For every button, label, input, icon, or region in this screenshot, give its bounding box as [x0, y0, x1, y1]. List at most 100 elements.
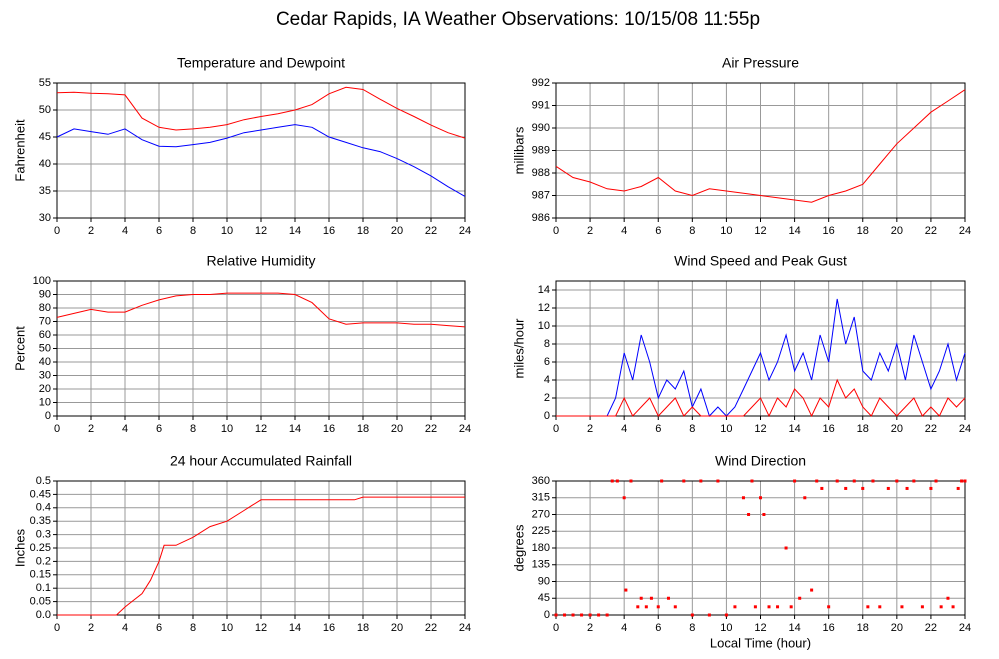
- data-line: [56, 124, 466, 197]
- x-tick-label: 0: [553, 225, 559, 237]
- y-tick-label: 990: [532, 122, 550, 134]
- y-axis-label: miles/hour: [511, 318, 526, 379]
- data-point: [844, 486, 848, 490]
- data-point: [563, 613, 567, 617]
- data-point: [660, 479, 664, 483]
- y-tick-label: 10: [538, 320, 550, 332]
- x-tick-label: 22: [925, 225, 937, 237]
- x-tick-label: 10: [221, 423, 233, 435]
- chart-title: Relative Humidity: [207, 253, 316, 269]
- data-point: [963, 479, 967, 483]
- x-tick-label: 6: [655, 225, 661, 237]
- y-tick-label: 14: [538, 284, 550, 296]
- data-point: [951, 605, 955, 609]
- data-point: [690, 613, 694, 617]
- x-tick-label: 2: [587, 225, 593, 237]
- data-point: [912, 479, 916, 483]
- y-tick-label: 315: [532, 492, 550, 504]
- x-tick-label: 0: [553, 423, 559, 435]
- axis-frame: [56, 280, 466, 417]
- y-tick-label: 0.4: [36, 502, 51, 514]
- data-point: [750, 479, 754, 483]
- data-point: [960, 479, 964, 483]
- y-tick-label: 0: [544, 609, 550, 621]
- x-tick-label: 2: [587, 423, 593, 435]
- y-tick-label: 10: [39, 396, 51, 408]
- y-tick-label: 60: [39, 329, 51, 341]
- y-tick-label: 0.15: [30, 569, 51, 581]
- data-point: [571, 613, 575, 617]
- data-point: [649, 596, 653, 600]
- data-point: [776, 605, 780, 609]
- x-tick-label: 4: [621, 423, 627, 435]
- data-point: [605, 613, 609, 617]
- axis-frame: [555, 82, 966, 219]
- data-point: [798, 596, 802, 600]
- x-tick-label: 4: [122, 622, 128, 634]
- x-tick-label: 10: [221, 225, 233, 237]
- x-tick-label: 20: [391, 225, 403, 237]
- y-tick-label: 180: [532, 542, 550, 554]
- x-tick-label: 6: [156, 622, 162, 634]
- x-tick-label: 22: [925, 423, 937, 435]
- y-tick-label: 991: [532, 99, 550, 111]
- x-tick-label: 4: [621, 622, 627, 634]
- data-line: [57, 496, 465, 616]
- y-tick-label: 2: [544, 392, 550, 404]
- data-point: [629, 479, 633, 483]
- y-tick-label: 986: [532, 212, 550, 224]
- x-axis-label: Local Time (hour): [710, 635, 811, 650]
- y-tick-label: 90: [538, 575, 550, 587]
- axis-frame: [56, 480, 466, 616]
- data-point: [759, 496, 762, 500]
- x-tick-label: 24: [959, 423, 971, 435]
- y-tick-label: 987: [532, 189, 550, 201]
- x-tick-label: 2: [88, 225, 94, 237]
- x-tick-label: 10: [720, 225, 732, 237]
- axis-frame: [555, 480, 966, 616]
- x-tick-label: 8: [689, 225, 695, 237]
- data-point: [622, 496, 626, 500]
- data-point: [597, 613, 601, 617]
- y-tick-label: 0.35: [30, 515, 51, 527]
- x-tick-label: 22: [425, 225, 437, 237]
- data-point: [827, 605, 831, 609]
- data-point: [636, 605, 640, 609]
- x-tick-label: 16: [823, 423, 835, 435]
- chart-title: Wind Speed and Peak Gust: [674, 253, 847, 269]
- data-point: [878, 605, 882, 609]
- y-axis-label: millibars: [511, 126, 526, 174]
- data-point: [793, 479, 797, 483]
- data-point: [639, 596, 643, 600]
- axis-frame: [56, 82, 466, 219]
- x-tick-label: 22: [425, 423, 437, 435]
- y-tick-label: 0.25: [30, 542, 51, 554]
- x-tick-label: 24: [459, 423, 471, 435]
- x-tick-label: 8: [190, 225, 196, 237]
- data-point: [939, 605, 943, 609]
- data-point: [588, 613, 592, 617]
- data-point: [753, 605, 757, 609]
- x-tick-label: 12: [754, 225, 766, 237]
- x-tick-label: 14: [788, 423, 800, 435]
- x-tick-label: 6: [655, 423, 661, 435]
- y-tick-label: 90: [39, 288, 51, 300]
- x-tick-label: 18: [857, 225, 869, 237]
- y-tick-label: 992: [532, 77, 550, 89]
- x-tick-label: 20: [391, 423, 403, 435]
- data-line: [56, 292, 466, 328]
- x-tick-label: 18: [357, 423, 369, 435]
- data-line: [56, 86, 466, 139]
- x-tick-label: 12: [255, 225, 267, 237]
- x-tick-label: 0: [553, 622, 559, 634]
- x-tick-label: 22: [425, 622, 437, 634]
- x-tick-label: 0: [54, 423, 60, 435]
- data-point: [835, 479, 839, 483]
- data-point: [905, 486, 909, 490]
- data-point: [716, 479, 720, 483]
- x-tick-label: 8: [689, 423, 695, 435]
- data-point: [934, 479, 938, 483]
- x-tick-label: 12: [754, 622, 766, 634]
- y-tick-label: 40: [39, 356, 51, 368]
- data-point: [644, 605, 648, 609]
